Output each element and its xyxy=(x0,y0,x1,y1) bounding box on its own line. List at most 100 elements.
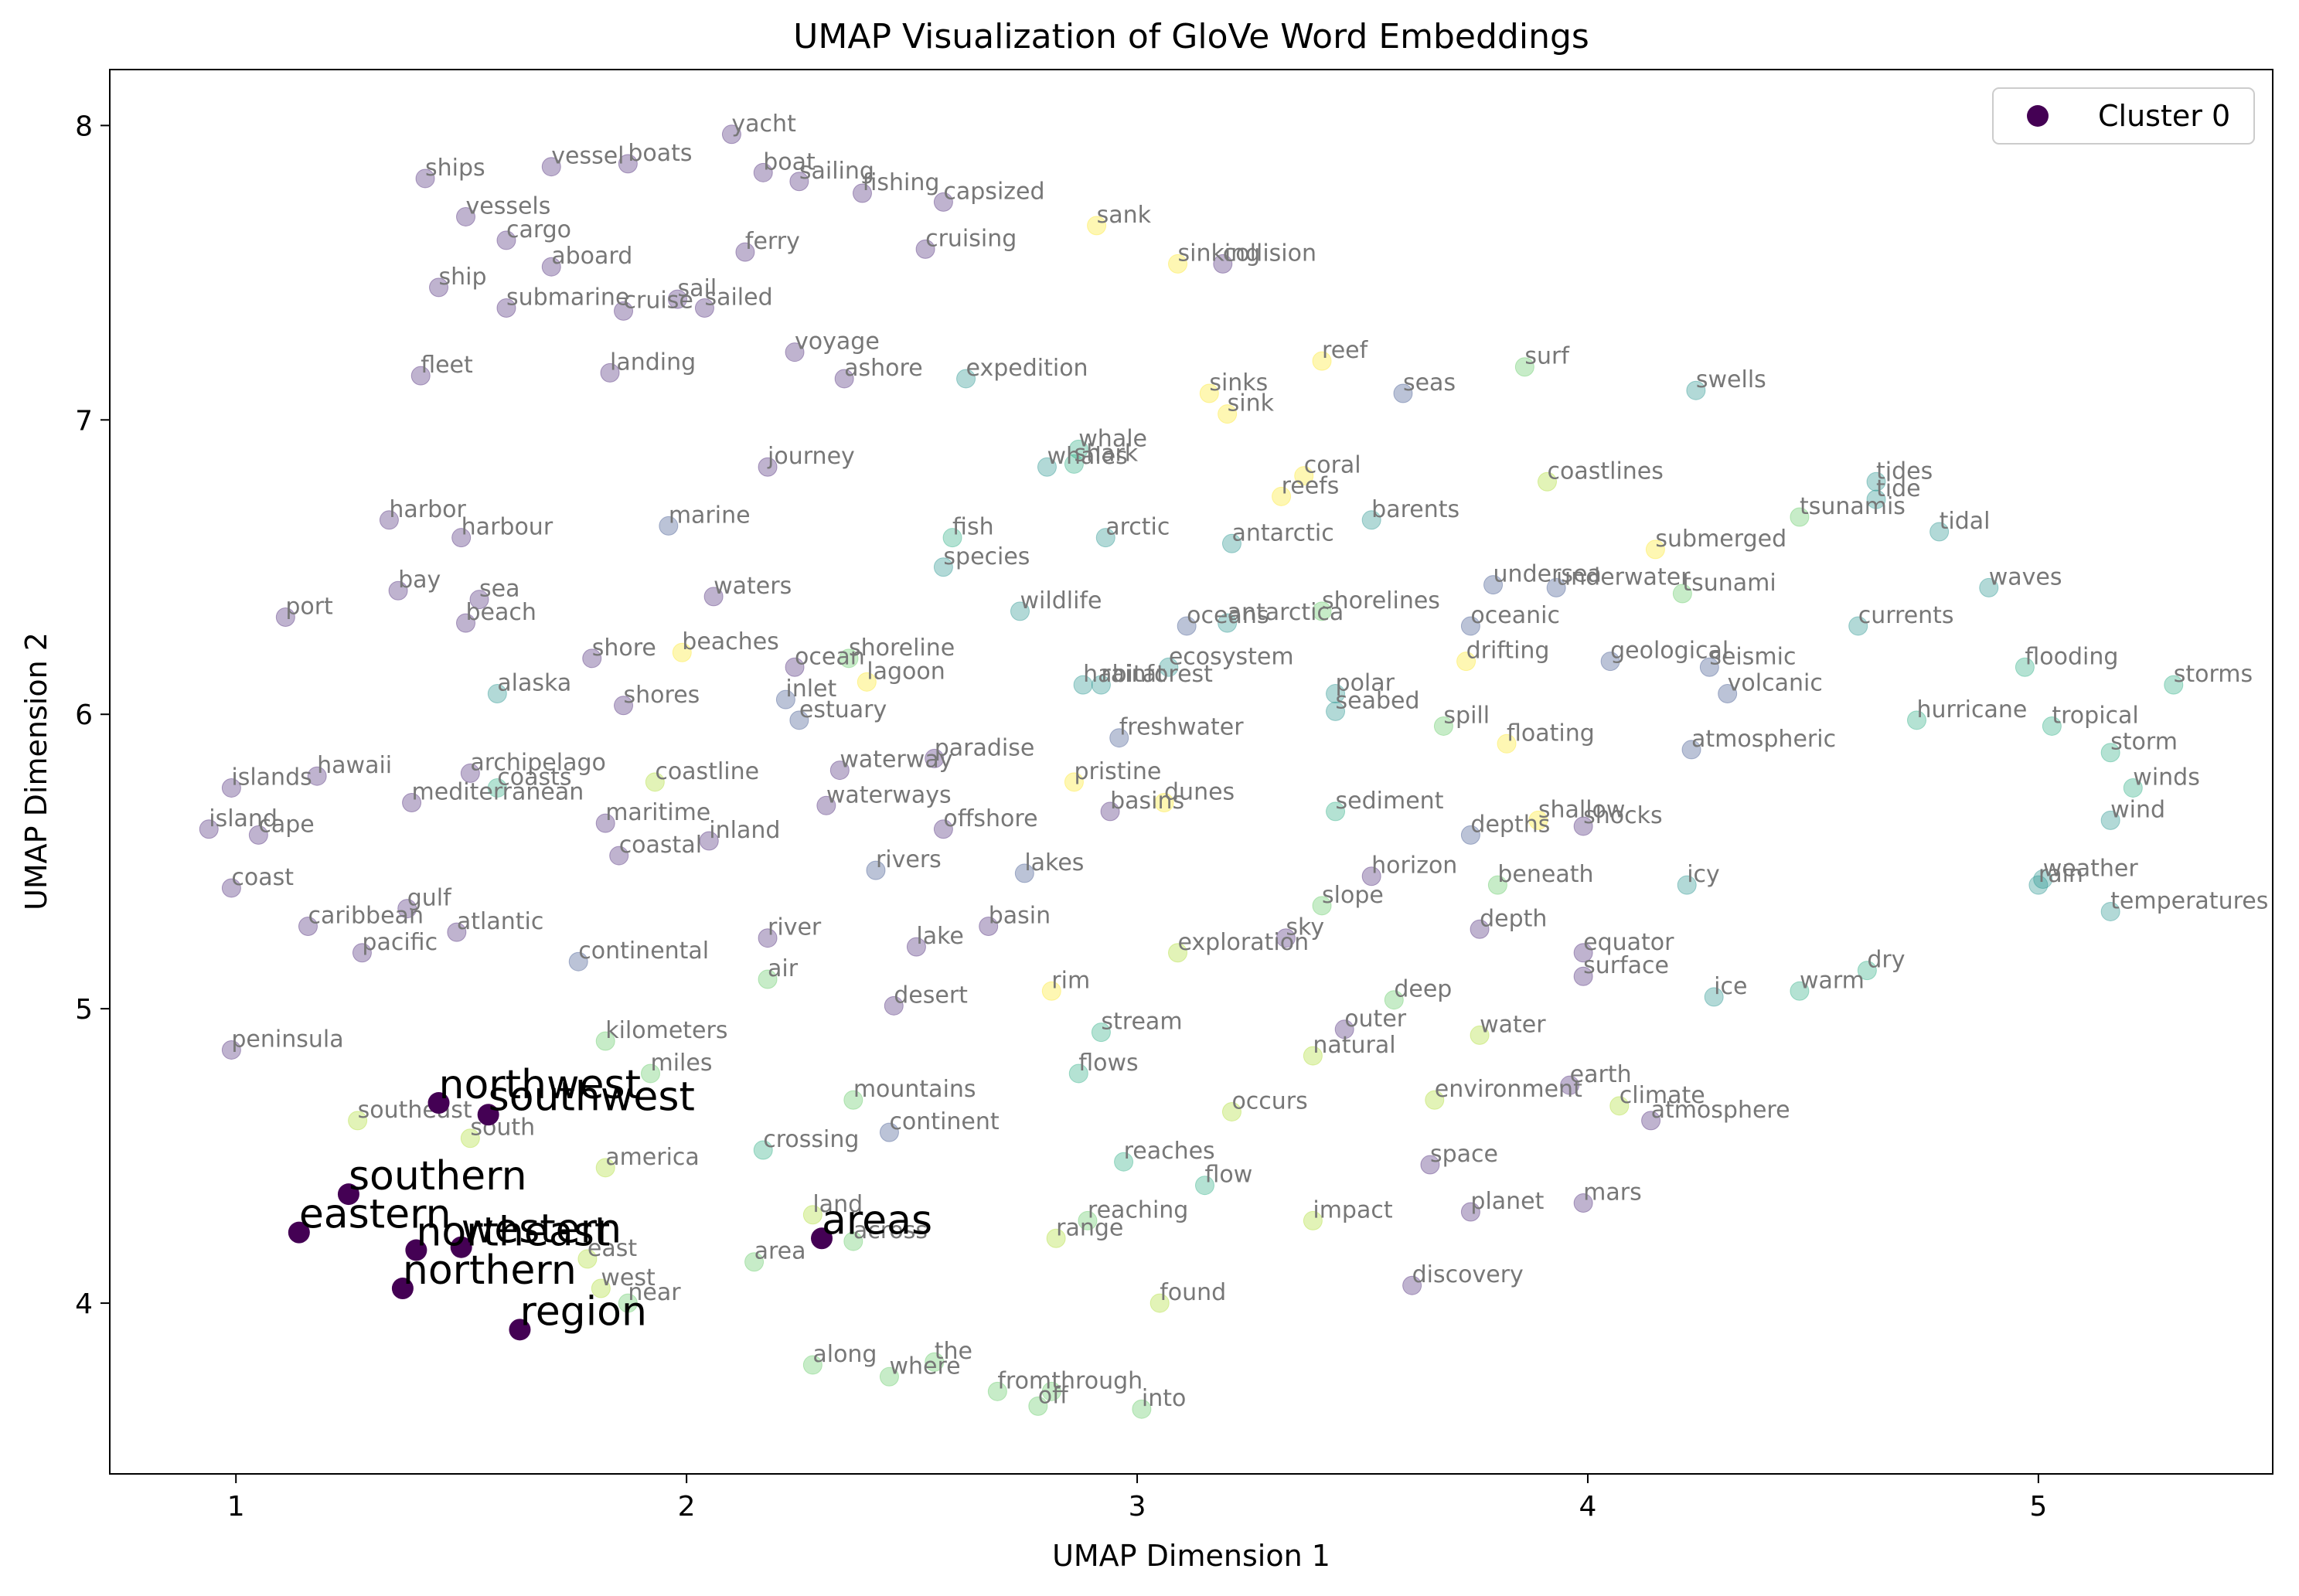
point-seismic xyxy=(1699,657,1719,677)
point-undersea xyxy=(1483,575,1504,595)
point-continental xyxy=(568,951,588,972)
point-label-submarine: submarine xyxy=(506,284,629,311)
point-floating xyxy=(1497,733,1517,754)
point-from xyxy=(987,1381,1007,1401)
point-label-coastal: coastal xyxy=(619,832,702,859)
point-label-tides: tides xyxy=(1876,458,1933,485)
cluster-0-point-western xyxy=(450,1236,472,1258)
point-volcanic xyxy=(1718,684,1738,704)
point-label-island: island xyxy=(209,805,278,832)
point-basins xyxy=(1100,801,1120,822)
point-label-fishing: fishing xyxy=(862,169,939,196)
point-label-dry: dry xyxy=(1867,947,1905,974)
point-species xyxy=(933,557,953,577)
point-label-harbor: harbor xyxy=(389,496,466,523)
point-label-desert: desert xyxy=(894,982,968,1009)
point-submerged xyxy=(1645,539,1665,560)
point-label-ashore: ashore xyxy=(844,355,923,382)
point-label-east: east xyxy=(588,1235,637,1262)
point-tide xyxy=(1866,489,1886,509)
point-sky xyxy=(1276,928,1296,948)
point-ferry xyxy=(735,242,755,262)
point-wildlife xyxy=(1010,601,1030,621)
point-label-ecosystem: ecosystem xyxy=(1169,643,1294,670)
point-label-shoreline: shoreline xyxy=(849,635,955,662)
point-label-continental: continental xyxy=(578,938,709,965)
y-tick-label: 5 xyxy=(75,994,93,1026)
point-ships xyxy=(415,168,435,189)
x-tick-label: 1 xyxy=(227,1491,245,1523)
point-label-voyage: voyage xyxy=(795,328,880,356)
point-lakes xyxy=(1014,863,1034,883)
point-label-sail: sail xyxy=(677,275,717,302)
point-peninsula xyxy=(221,1040,241,1060)
point-ashore xyxy=(834,369,854,389)
point-label-basin: basin xyxy=(989,902,1051,929)
point-coastal xyxy=(609,846,629,866)
point-expedition xyxy=(956,369,976,389)
point-label-whales: whales xyxy=(1047,443,1127,470)
point-label-stream: stream xyxy=(1101,1009,1182,1036)
point-label-found: found xyxy=(1160,1279,1226,1306)
point-label-ocean: ocean xyxy=(795,643,865,670)
point-oceans xyxy=(1177,616,1197,636)
point-shocks xyxy=(1573,816,1593,836)
point-label-space: space xyxy=(1430,1141,1498,1168)
point-label-dunes: dunes xyxy=(1164,778,1235,805)
point-south xyxy=(460,1128,480,1149)
point-bay xyxy=(388,580,408,601)
point-sinking xyxy=(1168,254,1188,274)
cluster-0-label-southwest: southwest xyxy=(489,1074,695,1120)
point-through xyxy=(1041,1381,1061,1401)
legend-marker-cluster-0 xyxy=(2027,105,2049,127)
x-axis-ticks: 1 2 3 4 5 xyxy=(227,1474,2047,1523)
point-discovery xyxy=(1402,1275,1422,1295)
point-label-environment: environment xyxy=(1435,1076,1582,1103)
point-label-freshwater: freshwater xyxy=(1119,714,1244,741)
point-label-deep: deep xyxy=(1394,976,1452,1003)
point-rain xyxy=(2028,875,2049,895)
cluster-0-point-areas xyxy=(811,1227,833,1250)
point-label-submerged: submerged xyxy=(1655,526,1786,553)
point-label-natural: natural xyxy=(1313,1032,1395,1059)
point-label-waters: waters xyxy=(714,573,792,600)
point-lagoon xyxy=(857,672,877,692)
point-label-kilometers: kilometers xyxy=(605,1017,727,1044)
point-label-cruise: cruise xyxy=(624,287,693,314)
point-fish xyxy=(942,528,962,548)
point-label-alaska: alaska xyxy=(497,670,571,697)
y-axis-label: UMAP Dimension 2 xyxy=(19,632,53,910)
point-label-harbour: harbour xyxy=(462,514,553,541)
point-label-fish: fish xyxy=(952,514,994,541)
point-label-waterways: waterways xyxy=(826,781,952,808)
point-label-spill: spill xyxy=(1443,702,1490,729)
point-whale xyxy=(1068,439,1088,459)
point-label-estuary: estuary xyxy=(799,696,887,723)
point-label-america: america xyxy=(605,1144,700,1171)
point-label-warm: warm xyxy=(1800,967,1865,994)
point-label-seas: seas xyxy=(1403,369,1456,396)
point-label-volcanic: volcanic xyxy=(1728,670,1823,697)
point-beneath xyxy=(1487,875,1507,895)
point-label-sink: sink xyxy=(1228,390,1275,417)
cluster-0-point-northwest xyxy=(427,1092,450,1114)
point-weather xyxy=(2033,869,2053,890)
point-submarine xyxy=(496,298,516,318)
point-label-exploration: exploration xyxy=(1178,929,1310,956)
point-label-reaches: reaches xyxy=(1124,1138,1215,1165)
point-label-shark: shark xyxy=(1074,440,1138,467)
point-pacific xyxy=(352,943,372,963)
point-sink xyxy=(1218,404,1238,424)
point-label-lagoon: lagoon xyxy=(867,658,945,685)
point-reefs xyxy=(1272,486,1292,506)
point-basin xyxy=(979,916,999,936)
point-yacht xyxy=(721,124,741,145)
point-label-into: into xyxy=(1142,1385,1186,1412)
cluster-0-label-northeast: northeast xyxy=(416,1209,610,1255)
point-impact xyxy=(1303,1210,1323,1230)
point-label-surf: surf xyxy=(1524,343,1570,370)
point-label-wind: wind xyxy=(2110,796,2165,823)
point-label-islands: islands xyxy=(231,764,312,791)
point-label-area: area xyxy=(754,1238,806,1265)
